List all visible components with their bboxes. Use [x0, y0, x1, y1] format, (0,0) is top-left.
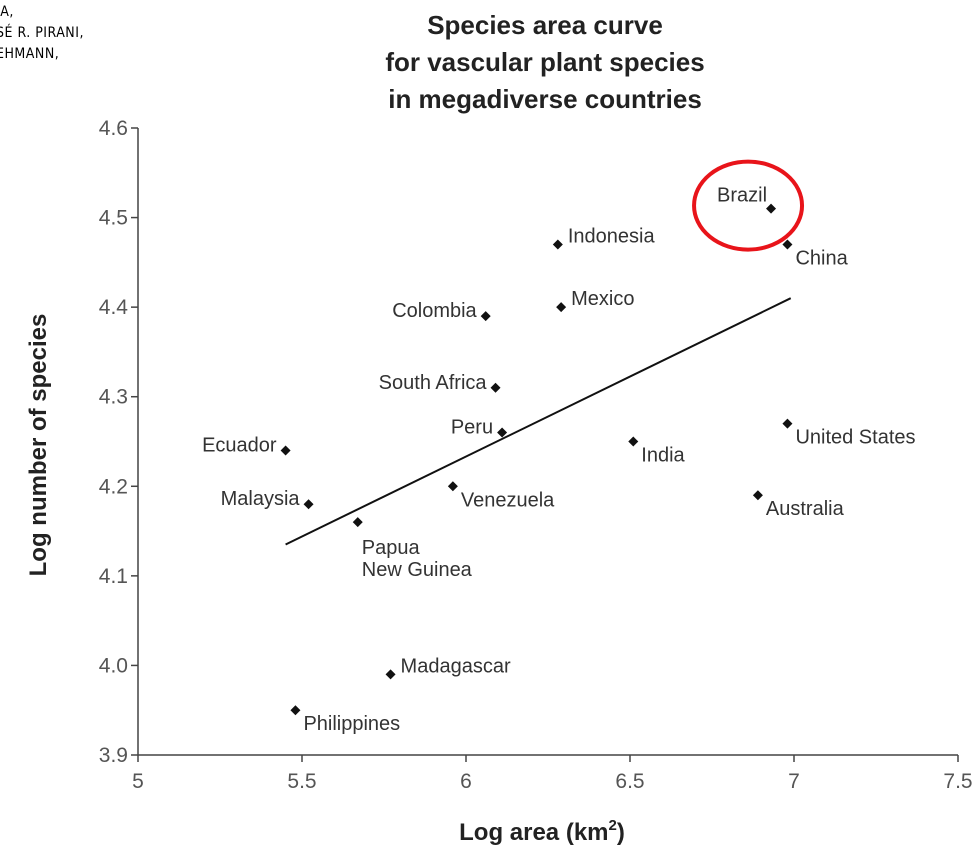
label-south-africa: South Africa [379, 372, 488, 394]
label-papua-new-guinea: Papua New Guinea [362, 537, 473, 581]
y-tick-label: 4.6 [99, 117, 128, 140]
point-australia [752, 490, 763, 501]
y-tick-label: 4.0 [99, 654, 128, 677]
label-indonesia: Indonesia [568, 225, 656, 247]
label-australia: Australia [766, 498, 845, 520]
point-ecuador [280, 445, 291, 456]
label-line: Peru [451, 417, 493, 439]
point-peru [497, 427, 508, 438]
highlight-circle [692, 159, 805, 252]
label-line: Australia [766, 498, 845, 520]
label-line: Philippines [303, 713, 400, 735]
x-axis-label: Log area (km2) [459, 817, 625, 846]
label-line: Indonesia [568, 225, 656, 247]
header-line: IA, [0, 4, 14, 20]
chart-title: Species area curve for vascular plant sp… [385, 10, 704, 114]
label-peru: Peru [451, 417, 493, 439]
point-malaysia [303, 499, 314, 510]
highlight-group [692, 159, 805, 252]
point-madagascar [385, 669, 396, 680]
label-line: United States [795, 427, 915, 449]
x-tick-label: 6 [460, 770, 472, 793]
point-south-africa [490, 382, 501, 393]
point-united-states [782, 418, 793, 429]
chart-title-line: in megadiverse countries [388, 84, 702, 114]
point-venezuela [447, 481, 458, 492]
trend-line-group [285, 297, 792, 546]
label-line: Papua [362, 537, 421, 559]
label-line: Brazil [717, 185, 767, 207]
point-colombia [480, 311, 491, 322]
point-mexico [556, 302, 567, 313]
y-tick-label: 4.3 [99, 386, 128, 409]
trend-line [285, 297, 792, 546]
x-axis-label-sup: 2 [609, 817, 617, 834]
header-line: SÉ R. PIRANI, [0, 25, 84, 41]
label-line: China [795, 247, 848, 269]
y-tick-label: 4.2 [99, 475, 128, 498]
y-tick-label: 4.4 [99, 296, 129, 319]
label-philippines: Philippines [303, 713, 400, 735]
x-axis-label-main: Log area (km [459, 819, 608, 846]
x-tick-label: 5 [132, 770, 144, 793]
data-points: Brazil China Indonesia Mexico Colombia South … [202, 185, 915, 736]
label-line: South Africa [379, 372, 488, 394]
label-mexico: Mexico [571, 288, 634, 310]
point-papua-new-guinea [352, 517, 363, 528]
chart-title-line: Species area curve [427, 10, 663, 40]
x-axis-label-end: ) [617, 819, 625, 846]
label-malaysia: Malaysia [221, 488, 301, 510]
label-line: Malaysia [221, 488, 301, 510]
x-tick-label: 5.5 [287, 770, 316, 793]
header-line: EHMANN, [0, 46, 60, 62]
chart-axes: 3.9 4.0 4.1 4.2 4.3 4.4 4.5 4.6 5 5.5 6 6.5 7 7.5 [99, 117, 973, 793]
label-colombia: Colombia [392, 300, 477, 322]
y-tick-label: 3.9 [99, 744, 128, 767]
chart-title-line: for vascular plant species [385, 47, 704, 77]
label-line: New Guinea [362, 559, 473, 581]
label-india: India [641, 445, 685, 467]
label-line: Ecuador [202, 434, 277, 456]
label-united-states: United States [795, 427, 915, 449]
x-tick-label: 6.5 [615, 770, 644, 793]
y-tick-label: 4.1 [99, 565, 128, 588]
point-indonesia [552, 239, 563, 250]
label-line: Venezuela [461, 489, 555, 511]
label-line: Madagascar [401, 655, 511, 677]
x-tick-label: 7.5 [943, 770, 972, 793]
label-venezuela: Venezuela [461, 489, 555, 511]
label-madagascar: Madagascar [401, 655, 511, 677]
label-brazil: Brazil [717, 185, 767, 207]
point-philippines [290, 705, 301, 716]
label-china: China [795, 247, 848, 269]
point-brazil [766, 203, 777, 214]
x-tick-label: 7 [788, 770, 800, 793]
point-china [782, 239, 793, 250]
label-line: Mexico [571, 288, 634, 310]
label-line: India [641, 445, 685, 467]
label-line: Colombia [392, 300, 477, 322]
page-header-text: IA, SÉ R. PIRANI, EHMANN, [0, 2, 326, 65]
label-ecuador: Ecuador [202, 434, 277, 456]
y-tick-label: 4.5 [99, 207, 128, 230]
point-india [628, 436, 639, 447]
y-axis-label: Log number of species [25, 314, 52, 577]
